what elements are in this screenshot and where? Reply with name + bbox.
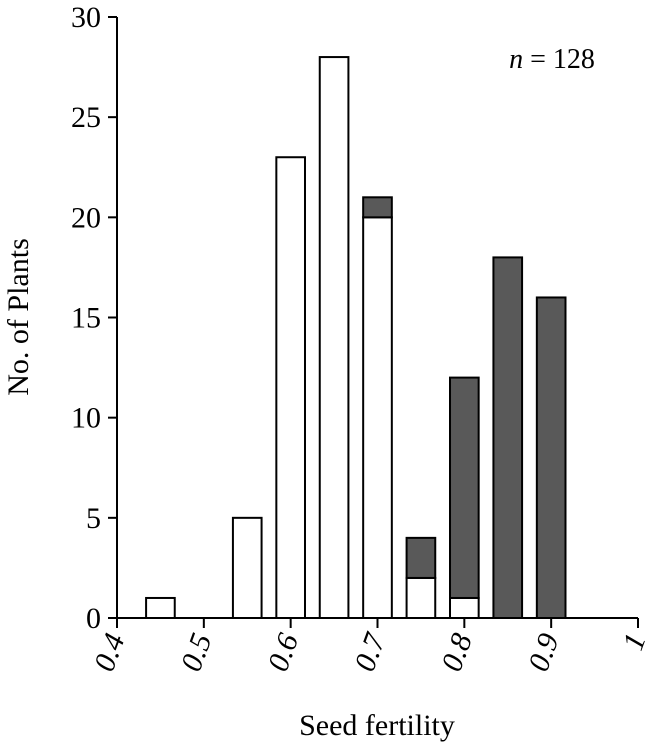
y-tick-label: 15 [71, 302, 101, 335]
sample-size-annotation: n = 128 [509, 44, 595, 75]
bar-white-0.7 [362, 216, 393, 619]
y-tick-label: 0 [86, 602, 101, 635]
annotation-value: = 128 [523, 44, 595, 75]
bar-white-0.75 [405, 576, 437, 620]
y-axis-ticks: 0 5 10 15 20 25 30 [71, 1, 117, 635]
bar-white-0.65 [318, 56, 350, 620]
bar-white-0.6 [275, 156, 306, 619]
bar-dark-0.75 [405, 536, 437, 579]
x-tick-label: 0.6 [261, 629, 305, 676]
x-tick-label: 0.7 [348, 627, 393, 675]
bar-white-0.55 [231, 516, 263, 619]
bar-dark-0.7 [362, 196, 393, 219]
y-tick-label: 25 [71, 101, 101, 134]
x-tick-label: 0.4 [88, 629, 132, 676]
bar-white-0.8 [449, 596, 480, 620]
bars [145, 56, 567, 620]
x-tick-label: 0.9 [522, 629, 566, 676]
bar-dark-0.85 [492, 256, 524, 619]
bar-white-0.45 [145, 596, 176, 620]
x-axis-label: Seed fertility [299, 709, 455, 742]
annotation-n: n [509, 44, 523, 75]
x-tick-label: 0.8 [435, 629, 479, 676]
x-tick-label: 1 [616, 629, 650, 654]
y-tick-label: 20 [71, 201, 101, 234]
x-axis-ticks: 0.4 0.5 0.6 0.7 0.8 0.9 1 [88, 618, 650, 676]
y-axis-label: No. of Plants [2, 238, 35, 396]
x-tick-label: 0.5 [175, 629, 219, 676]
y-tick-label: 10 [71, 402, 101, 435]
y-tick-label: 30 [71, 1, 101, 34]
bar-dark-0.9 [535, 296, 567, 619]
y-tick-label: 5 [86, 502, 101, 535]
bar-dark-0.8 [449, 376, 480, 599]
